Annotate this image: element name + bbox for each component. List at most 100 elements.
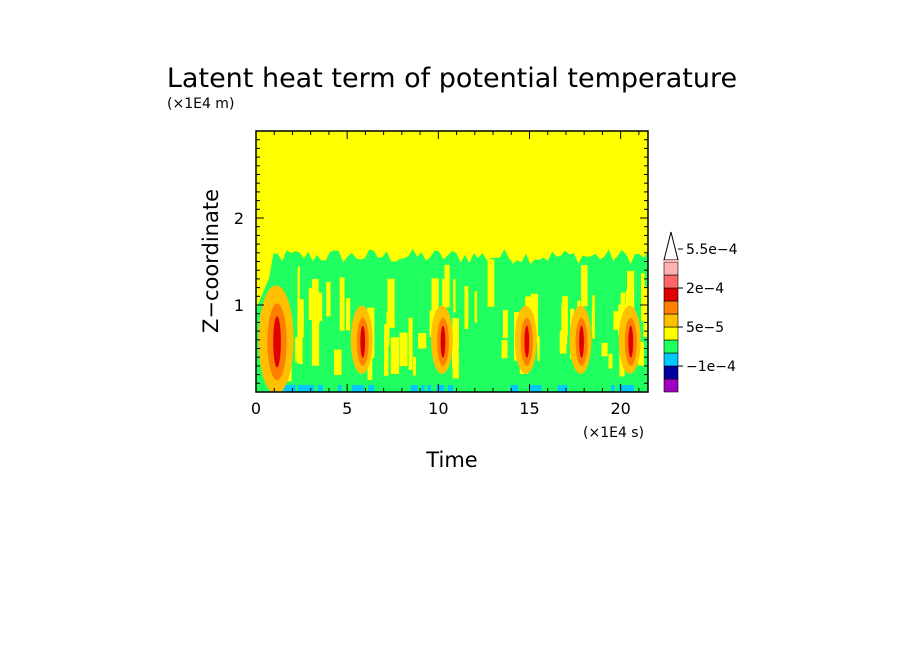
field-streak	[444, 264, 450, 308]
y-unit-label: (×1E4 m)	[167, 96, 234, 112]
colorbar-segment	[663, 300, 679, 315]
field-streak	[452, 330, 459, 369]
field-streak	[315, 292, 323, 322]
frame-minor-ticks	[255, 131, 648, 392]
colorbar-label: 5e−5	[686, 320, 724, 336]
field-streak	[537, 336, 540, 361]
field-streak	[613, 311, 620, 330]
field-streak	[474, 291, 478, 323]
field-streak	[345, 298, 351, 331]
field-streak	[641, 273, 645, 321]
y-axis-label: Z−coordinate	[199, 189, 223, 333]
convective-event	[258, 285, 294, 392]
field-streak	[581, 265, 588, 307]
field-streak	[591, 307, 595, 333]
field-streak	[297, 336, 303, 365]
event-core	[579, 325, 584, 358]
field-streak	[413, 356, 417, 376]
x-tick-label: 0	[251, 399, 261, 418]
field-patch-cyan	[410, 385, 418, 392]
x-tick-label: 15	[519, 399, 539, 418]
field-patch-cyan	[618, 385, 630, 392]
convective-event	[618, 305, 641, 374]
field-streak	[452, 318, 460, 348]
colorbar-segment	[663, 287, 679, 302]
field-streak	[297, 299, 304, 338]
convective-event	[350, 305, 373, 374]
event-core	[628, 325, 634, 358]
field-patch-cyan	[436, 385, 445, 392]
field-streak	[601, 342, 608, 357]
event-core	[440, 325, 446, 358]
field-patch-cyan	[611, 385, 615, 392]
colorbar-segment	[663, 352, 679, 367]
colorbar-extend-triangle	[663, 231, 679, 261]
field-patch-cyan	[528, 385, 541, 392]
field-streak	[619, 352, 625, 377]
colorbar	[663, 231, 679, 393]
event-core	[360, 325, 366, 358]
colorbar-segment	[663, 378, 679, 393]
field-streak	[295, 337, 298, 362]
field-streak	[339, 277, 345, 331]
colorbar-label: 2e−4	[686, 281, 724, 297]
y-tick-label: 2	[234, 209, 244, 228]
colorbar-labels: −1e−4 5e−5 2e−4 5.5e−4	[678, 242, 738, 375]
field-patch-cyan	[337, 385, 342, 392]
y-tick-labels: 12	[234, 209, 244, 315]
field-streak	[561, 303, 568, 345]
field-patch-cyan	[301, 385, 308, 392]
colorbar-segment	[663, 313, 679, 328]
field-streak	[326, 281, 331, 317]
x-axis-label: Time	[425, 448, 477, 472]
field-streak	[367, 349, 373, 380]
field-streak	[502, 310, 508, 339]
x-tick-label: 5	[342, 399, 352, 418]
chart-title: Latent heat term of potential temperatur…	[167, 63, 737, 94]
field-streak	[311, 313, 320, 366]
field-patch-cyan	[447, 385, 454, 392]
convective-event	[430, 305, 453, 374]
field-streak	[627, 270, 635, 328]
colorbar-segment	[663, 261, 679, 276]
field-patch-cyan	[427, 385, 432, 392]
convective-event	[514, 305, 537, 374]
field-streak	[559, 330, 567, 354]
x-tick-label: 20	[610, 399, 630, 418]
field-streak	[501, 340, 508, 359]
field-streak	[390, 337, 400, 375]
field-streak	[453, 279, 456, 313]
field-streak	[620, 292, 626, 307]
colorbar-segment	[663, 326, 679, 341]
field-patch-cyan	[351, 385, 364, 392]
field-streak	[308, 287, 316, 320]
field-streak	[643, 286, 648, 337]
field-streak	[399, 332, 408, 367]
field-streak	[311, 279, 319, 324]
field-streak	[418, 333, 427, 349]
x-unit-label: (×1E4 s)	[583, 425, 644, 441]
colorbar-segment	[663, 339, 679, 354]
event-core	[524, 325, 530, 358]
event-core	[273, 316, 281, 368]
x-tick-label: 10	[428, 399, 448, 418]
y-tick-label: 1	[234, 296, 244, 315]
field-streak	[487, 259, 495, 307]
field-streak	[384, 324, 389, 376]
colorbar-segment	[663, 274, 679, 289]
field-streak	[638, 341, 644, 366]
field-patch-cyan	[561, 385, 568, 392]
field-streak	[297, 266, 300, 313]
field-streak	[464, 286, 469, 329]
field-patch-cyan	[557, 385, 561, 392]
colorbar-label: −1e−4	[686, 359, 736, 375]
convective-event	[569, 305, 592, 374]
field-streak	[333, 349, 342, 376]
field-patch-cyan	[421, 385, 425, 392]
plot-field	[256, 131, 648, 392]
colorbar-segment	[663, 365, 679, 380]
colorbar-label: 5.5e−4	[686, 242, 738, 258]
field-streak	[442, 278, 447, 331]
field-streak	[452, 351, 459, 379]
